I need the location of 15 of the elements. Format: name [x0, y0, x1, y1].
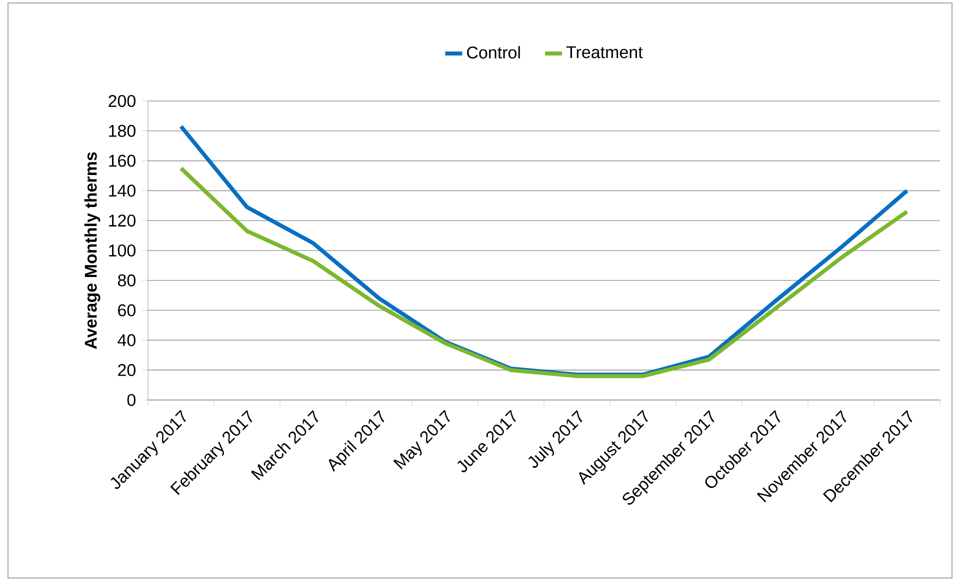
- y-axis-title: Average Monthly therms: [84, 152, 100, 349]
- y-tick-label: 20: [118, 364, 136, 376]
- y-tick-label: 40: [118, 334, 136, 346]
- y-tick-label: 200: [108, 94, 136, 108]
- y-tick-label: 180: [109, 124, 136, 137]
- y-tick-label: 120: [109, 214, 136, 227]
- legend-label: Treatment: [566, 46, 643, 58]
- line-series: [179, 166, 910, 378]
- y-tick-label: 140: [109, 184, 136, 197]
- y-tick-label: 60: [118, 304, 136, 316]
- y-tick-label: 160: [109, 154, 136, 167]
- y-tick-label: 100: [109, 244, 136, 257]
- y-tick-label: 80: [118, 274, 136, 286]
- y-tick-label: 0: [127, 394, 136, 406]
- legend-label: Control: [467, 46, 520, 59]
